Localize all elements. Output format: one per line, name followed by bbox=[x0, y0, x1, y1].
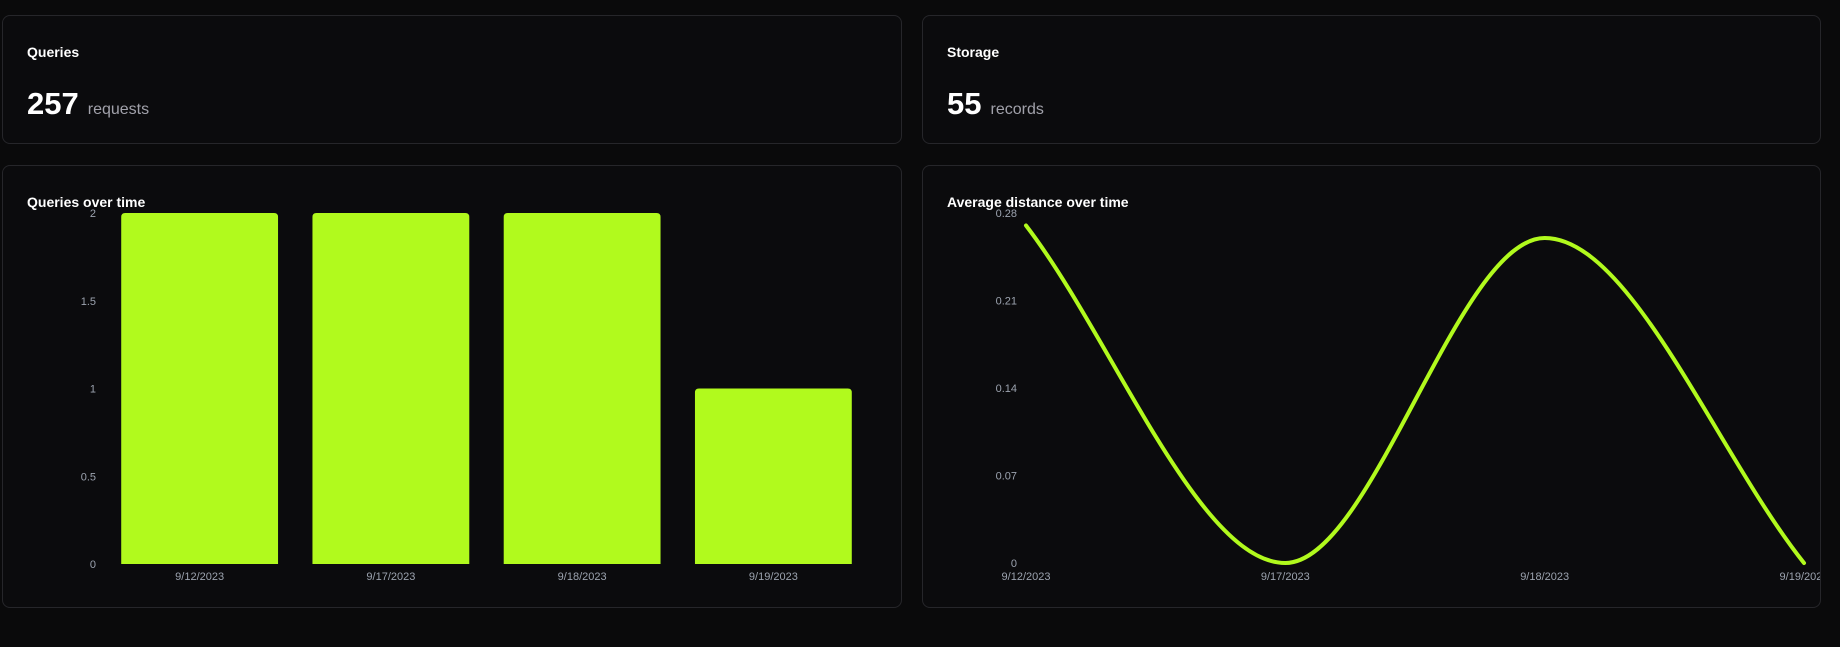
y-tick-label: 1.5 bbox=[81, 296, 96, 308]
x-tick-label: 9/18/2023 bbox=[1520, 571, 1569, 583]
distance-chart-title: Average distance over time bbox=[947, 194, 1129, 210]
storage-stat-card: Storage 55 records bbox=[922, 15, 1821, 144]
y-tick-label: 0 bbox=[90, 559, 96, 571]
bar-9/17/2023 bbox=[312, 213, 470, 564]
queries-stat-row: 257 requests bbox=[27, 86, 149, 122]
storage-unit: records bbox=[990, 101, 1044, 118]
x-tick-label: 9/12/2023 bbox=[175, 571, 224, 583]
queries-bar-chart: 0 0.5 1 1.5 2 9/12/2023 9/17/2023 9/18/2023 9/19… bbox=[81, 208, 852, 583]
queries-chart-card: Queries over time 0 0.5 1 1.5 2 9/12/2023 9/17… bbox=[2, 165, 902, 608]
distance-series-line bbox=[1024, 223, 1806, 566]
y-tick-label: 0.5 bbox=[81, 471, 96, 483]
distance-chart-card: Average distance over time 0 0.07 0.14 0.21… bbox=[922, 165, 1821, 608]
bar-9/18/2023 bbox=[503, 213, 661, 564]
y-tick-label: 0 bbox=[1011, 558, 1017, 570]
distance-line-chart: 0 0.07 0.14 0.21 0.28 9/12/2023 9/17/2023 9/18/… bbox=[996, 208, 1820, 583]
x-tick-label: 9/19/2023 bbox=[749, 571, 798, 583]
bar-9/12/2023 bbox=[121, 213, 279, 564]
queries-chart-title: Queries over time bbox=[27, 194, 146, 210]
storage-card-title: Storage bbox=[947, 44, 1000, 60]
queries-stat-card: Queries 257 requests bbox=[2, 15, 902, 144]
y-tick-label: 0.28 bbox=[996, 208, 1017, 220]
x-tick-label: 9/19/2023 bbox=[1780, 571, 1820, 583]
x-tick-label: 9/17/2023 bbox=[1261, 571, 1310, 583]
x-tick-label: 9/18/2023 bbox=[558, 571, 607, 583]
y-tick-label: 0.21 bbox=[996, 296, 1017, 308]
y-tick-label: 1 bbox=[90, 384, 96, 396]
x-tick-label: 9/17/2023 bbox=[366, 571, 415, 583]
y-tick-label: 2 bbox=[90, 208, 96, 220]
x-tick-label: 9/12/2023 bbox=[1002, 571, 1051, 583]
storage-stat-row: 55 records bbox=[947, 86, 1044, 122]
queries-unit: requests bbox=[87, 101, 150, 118]
y-tick-label: 0.07 bbox=[996, 471, 1017, 483]
y-tick-label: 0.14 bbox=[996, 383, 1017, 395]
storage-count: 55 bbox=[947, 86, 982, 121]
queries-card-title: Queries bbox=[27, 44, 80, 60]
queries-count: 257 bbox=[27, 86, 79, 121]
bar-9/19/2023 bbox=[694, 388, 852, 564]
